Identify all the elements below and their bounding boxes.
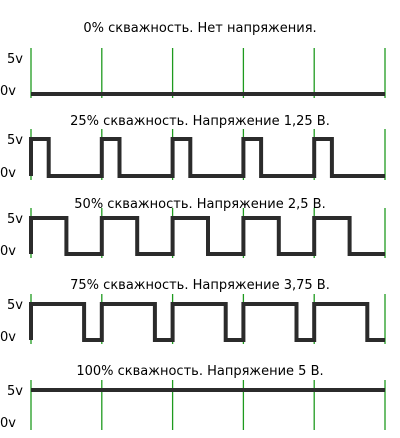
low-level-label: 0v — [0, 330, 16, 345]
pwm-panel: 50% скважность. Напряжение 2,5 В. 5v 0v — [0, 197, 386, 259]
pwm-panel: 0% скважность. Нет напряжения. 5v 0v — [0, 21, 386, 99]
pwm-panel: 25% скважность. Напряжение 1,25 В. 5v 0v — [0, 114, 386, 181]
panel-title: 100% скважность. Напряжение 5 В. — [76, 364, 323, 379]
high-level-label: 5v — [7, 52, 23, 67]
pwm-waveform — [29, 137, 385, 178]
pwm-waveform — [29, 302, 385, 342]
low-level-label: 0v — [0, 166, 16, 181]
low-level-label: 0v — [0, 416, 16, 431]
high-level-label: 5v — [7, 298, 23, 313]
low-level-label: 0v — [0, 84, 16, 99]
low-level-label: 0v — [0, 244, 16, 259]
panel-title: 75% скважность. Напряжение 3,75 В. — [70, 278, 330, 293]
high-level-label: 5v — [7, 384, 23, 399]
pwm-panel: 75% скважность. Напряжение 3,75 В. 5v 0v — [0, 278, 386, 345]
pwm-waveform — [29, 216, 385, 256]
panel-title: 0% скважность. Нет напряжения. — [83, 21, 316, 36]
high-level-label: 5v — [7, 133, 23, 148]
panel-title: 50% скважность. Напряжение 2,5 В. — [74, 197, 325, 212]
high-level-label: 5v — [7, 212, 23, 227]
pwm-panel: 100% скважность. Напряжение 5 В. 5v 0v — [0, 364, 386, 431]
panel-title: 25% скважность. Напряжение 1,25 В. — [70, 114, 330, 129]
